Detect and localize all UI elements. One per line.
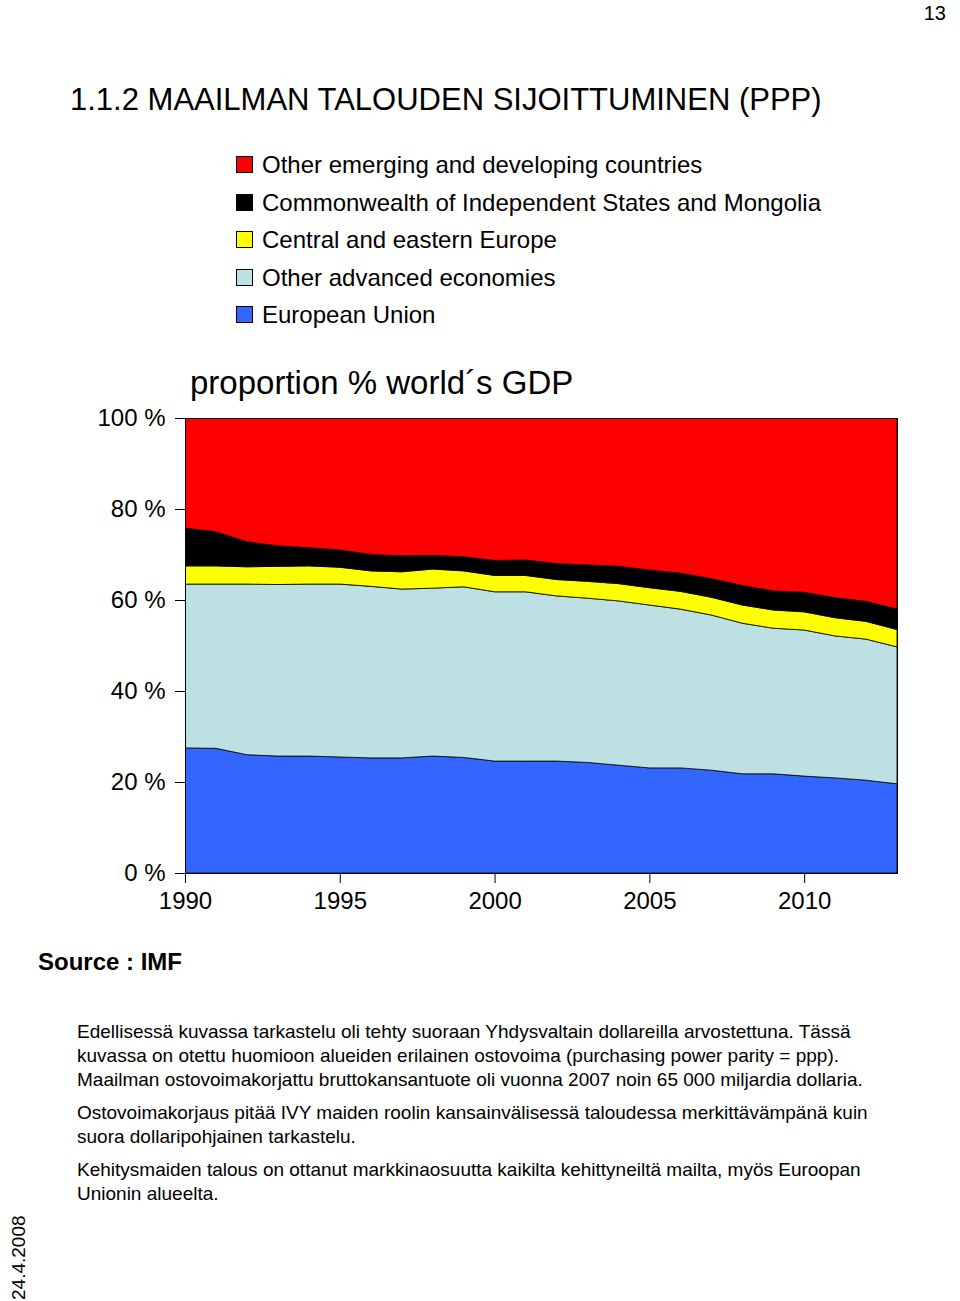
svg-text:0 %: 0 % <box>124 859 165 886</box>
html-text:13: 13 <box>923 2 946 24</box>
svg-text:40 %: 40 % <box>111 677 166 704</box>
svg-text:80 %: 80 % <box>111 495 166 522</box>
svg-text:60 %: 60 % <box>111 586 166 613</box>
svg-text:2000: 2000 <box>468 887 521 914</box>
svg-text:100 %: 100 % <box>97 404 165 431</box>
html-text:European Union: European Union <box>262 301 436 328</box>
html-text:24.4.2008: 24.4.2008 <box>8 1215 29 1300</box>
html-text:Central and eastern Europe: Central and eastern Europe <box>262 226 557 253</box>
html-text:1.1.2 MAAILMAN TALOUDEN SIJOIT: 1.1.2 MAAILMAN TALOUDEN SIJOITTUMINEN (P… <box>70 82 822 117</box>
html-text:Commonwealth of Independent St: Commonwealth of Independent States and M… <box>262 188 821 216</box>
svg-text:2005: 2005 <box>623 887 676 914</box>
html-text:Other advanced economies: Other advanced economies <box>262 263 556 291</box>
svg-text:1995: 1995 <box>314 887 367 914</box>
html-text:Ostovoimakorjaus pitää IVY mai: Ostovoimakorjaus pitää IVY maiden roolin… <box>77 1102 868 1147</box>
html-text:proportion % world´s GDP: proportion % world´s GDP <box>190 364 574 401</box>
html-text:Edellisessä kuvassa tarkastelu: Edellisessä kuvassa tarkastelu oli tehty… <box>77 1021 863 1090</box>
html-text:Source : IMF: Source : IMF <box>38 948 182 975</box>
svg-text:1990: 1990 <box>159 887 212 914</box>
svg-text:2010: 2010 <box>778 887 831 914</box>
html-text:Kehitysmaiden talous on ottanu: Kehitysmaiden talous on ottanut markkina… <box>77 1159 861 1204</box>
svg-text:20 %: 20 % <box>111 768 166 795</box>
html-text:Other emerging and developing: Other emerging and developing countries <box>262 151 703 178</box>
